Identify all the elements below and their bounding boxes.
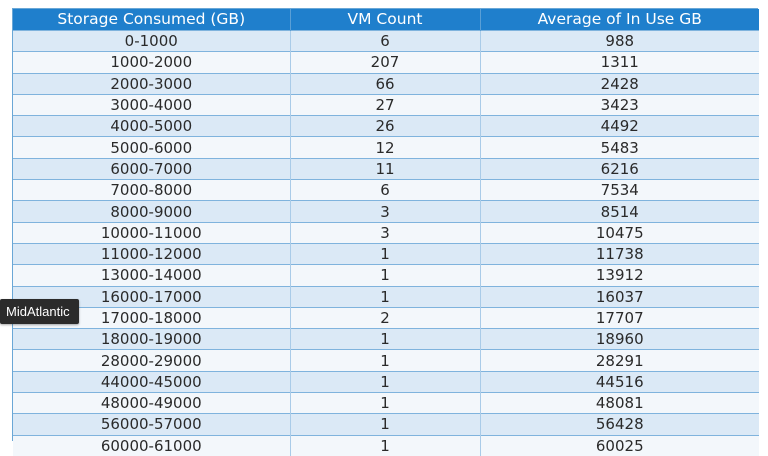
table-row[interactable]: 44000-45000 1 44516 [13,370,759,393]
cell-average-in-use: 5483 [480,136,759,159]
cell-vm-count: 1 [290,413,481,436]
cell-vm-count: 66 [290,72,481,95]
cell-average-in-use: 4492 [480,115,759,137]
cell-storage-range: 16000-17000 [13,285,291,308]
cell-vm-count: 6 [290,29,481,52]
cell-average-in-use: 3423 [480,93,759,116]
cell-storage-range: 60000-61000 [13,434,291,456]
table-row[interactable]: 3000-4000 27 3423 [13,93,759,116]
cell-average-in-use: 56428 [480,413,759,436]
cell-storage-range: 3000-4000 [13,93,291,116]
cell-storage-range: 4000-5000 [13,115,291,137]
cell-vm-count: 1 [290,264,481,287]
header-vm-count[interactable]: VM Count [290,9,481,31]
header-average-in-use[interactable]: Average of In Use GB [480,9,759,31]
table-row[interactable]: 48000-49000 1 48081 [13,392,759,414]
cell-average-in-use: 28291 [480,349,759,372]
cell-vm-count: 1 [290,328,481,350]
cell-average-in-use: 1311 [480,51,759,74]
cell-vm-count: 1 [290,434,481,456]
cell-storage-range: 13000-14000 [13,264,291,287]
table-row[interactable]: 11000-12000 1 11738 [13,242,759,265]
cell-vm-count: 1 [290,285,481,308]
header-storage-consumed[interactable]: Storage Consumed (GB) [13,9,291,31]
table-row[interactable]: 5000-6000 12 5483 [13,136,759,159]
cell-average-in-use: 11738 [480,242,759,265]
cell-average-in-use: 10475 [480,221,759,244]
cell-average-in-use: 2428 [480,72,759,95]
table-row[interactable]: 8000-9000 3 8514 [13,200,759,223]
table-row[interactable]: 16000-17000 1 16037 [13,285,759,308]
table-row[interactable]: 60000-61000 1 60025 [13,434,759,456]
cell-average-in-use: 44516 [480,370,759,393]
cell-vm-count: 1 [290,370,481,393]
cell-storage-range: 2000-3000 [13,72,291,95]
cell-storage-range: 7000-8000 [13,179,291,201]
table-row[interactable]: 18000-19000 1 18960 [13,328,759,350]
cell-vm-count: 1 [290,349,481,372]
table-header-row: Storage Consumed (GB) VM Count Average o… [13,9,759,31]
cell-storage-range: 10000-11000 [13,221,291,244]
cell-storage-range: 44000-45000 [13,370,291,393]
table-row[interactable]: 0-1000 6 988 [13,29,759,52]
table-row[interactable]: 7000-8000 6 7534 [13,179,759,201]
cell-storage-range: 6000-7000 [13,157,291,180]
cell-storage-range: 1000-2000 [13,51,291,74]
cell-average-in-use: 17707 [480,306,759,329]
cell-average-in-use: 8514 [480,200,759,223]
table-row[interactable]: 56000-57000 1 56428 [13,413,759,436]
table-row[interactable]: 6000-7000 11 6216 [13,157,759,180]
cell-vm-count: 6 [290,179,481,201]
cell-vm-count: 27 [290,93,481,116]
tooltip: MidAtlantic [0,299,79,324]
cell-storage-range: 18000-19000 [13,328,291,350]
table-row[interactable]: 2000-3000 66 2428 [13,72,759,95]
cell-storage-range: 48000-49000 [13,392,291,414]
cell-vm-count: 207 [290,51,481,74]
table-row[interactable]: 17000-18000 2 17707 [13,306,759,329]
cell-vm-count: 1 [290,242,481,265]
cell-average-in-use: 16037 [480,285,759,308]
cell-storage-range: 8000-9000 [13,200,291,223]
cell-storage-range: 5000-6000 [13,136,291,159]
cell-storage-range: 0-1000 [13,29,291,52]
cell-average-in-use: 6216 [480,157,759,180]
cell-average-in-use: 48081 [480,392,759,414]
cell-vm-count: 11 [290,157,481,180]
cell-average-in-use: 7534 [480,179,759,201]
cell-storage-range: 28000-29000 [13,349,291,372]
cell-storage-range: 17000-18000 [13,306,291,329]
cell-average-in-use: 18960 [480,328,759,350]
cell-storage-range: 56000-57000 [13,413,291,436]
cell-vm-count: 1 [290,392,481,414]
data-table-frame: Storage Consumed (GB) VM Count Average o… [12,8,759,456]
cell-average-in-use: 60025 [480,434,759,456]
cell-vm-count: 12 [290,136,481,159]
cell-storage-range: 11000-12000 [13,242,291,265]
cell-average-in-use: 988 [480,29,759,52]
table-row[interactable]: 10000-11000 3 10475 [13,221,759,244]
cell-vm-count: 3 [290,200,481,223]
cell-average-in-use: 13912 [480,264,759,287]
table-row[interactable]: 28000-29000 1 28291 [13,349,759,372]
table-row[interactable]: 1000-2000 207 1311 [13,51,759,74]
table-row[interactable]: 4000-5000 26 4492 [13,115,759,137]
cell-vm-count: 2 [290,306,481,329]
storage-table: Storage Consumed (GB) VM Count Average o… [13,9,759,456]
cell-vm-count: 3 [290,221,481,244]
table-row[interactable]: 13000-14000 1 13912 [13,264,759,287]
cell-vm-count: 26 [290,115,481,137]
table-body: 0-1000 6 988 1000-2000 207 1311 2000-3000 66 242… [13,29,759,456]
